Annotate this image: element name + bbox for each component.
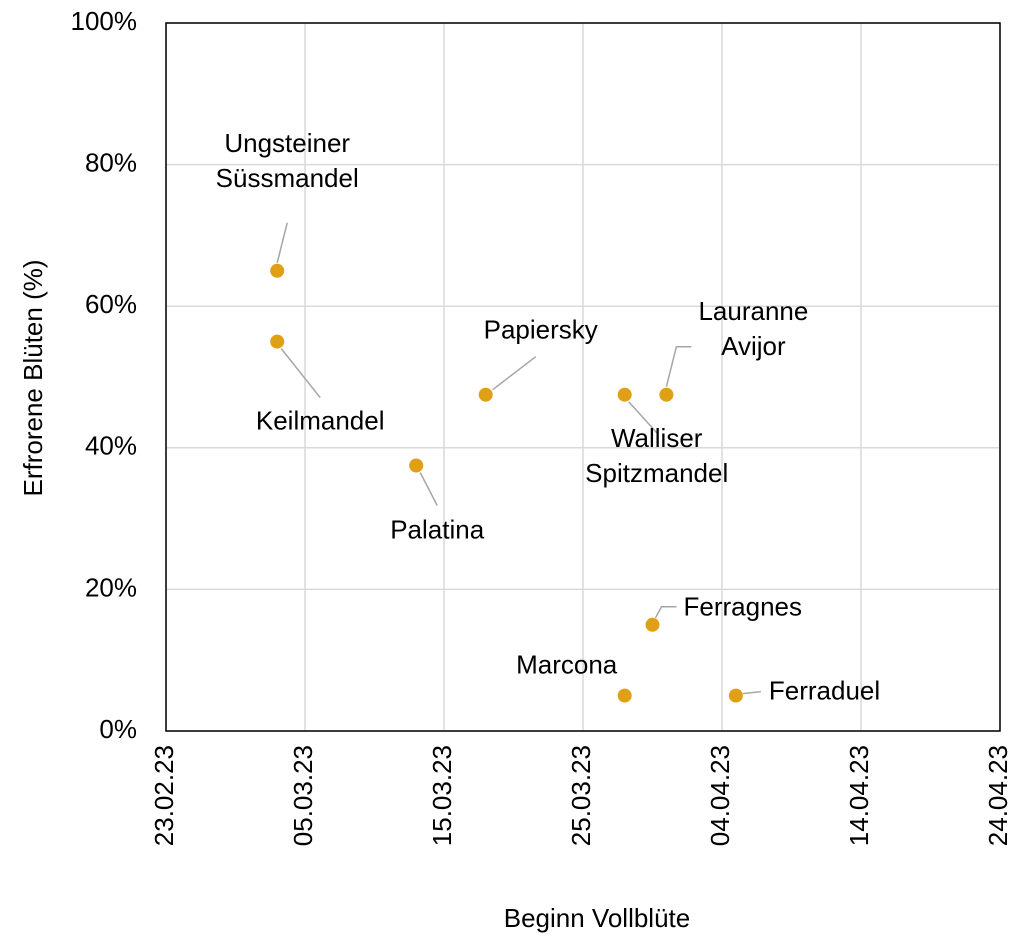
point <box>270 334 285 349</box>
leader-line <box>665 345 692 387</box>
x-tick-label: 04.04.23 <box>705 745 735 846</box>
x-tick-label: 25.03.23 <box>566 745 596 846</box>
leader-line <box>280 348 321 399</box>
point-label: Ungsteiner <box>224 128 350 158</box>
y-tick-label: 80% <box>85 147 137 177</box>
x-tick-label: 23.02.23 <box>149 745 179 846</box>
x-tick-label: 15.03.23 <box>427 745 457 846</box>
point <box>728 688 743 703</box>
leader-line <box>492 356 537 391</box>
point-label: Palatina <box>390 514 484 544</box>
point-label: Avijor <box>721 331 786 361</box>
point-label: Ferragnes <box>684 592 803 622</box>
leader-line <box>628 401 658 434</box>
point <box>617 387 632 402</box>
point <box>645 617 660 632</box>
point-label: Süssmandel <box>216 163 359 193</box>
x-tick-label: 14.04.23 <box>844 745 874 846</box>
leader-line <box>419 472 438 506</box>
point-label: Ferraduel <box>769 675 880 705</box>
point-label: Marcona <box>516 649 618 679</box>
y-axis-title: Erfrorene Blüten (%) <box>18 260 48 497</box>
point <box>659 387 674 402</box>
leader-line <box>276 222 288 263</box>
point-label: Lauranne <box>698 296 808 326</box>
point-label: Keilmandel <box>256 405 385 435</box>
point <box>270 263 285 278</box>
point <box>478 387 493 402</box>
y-tick-label: 40% <box>85 431 137 461</box>
plot-frame <box>165 22 1001 732</box>
y-tick-label: 20% <box>85 572 137 602</box>
point <box>617 688 632 703</box>
y-tick-label: 60% <box>85 289 137 319</box>
leader-line <box>654 606 677 619</box>
y-tick-label: 0% <box>99 714 137 744</box>
x-tick-label: 24.04.23 <box>983 745 1013 846</box>
point <box>409 458 424 473</box>
point-label: Spitzmandel <box>585 458 728 488</box>
leader-line <box>742 690 761 695</box>
x-axis-title: Beginn Vollblüte <box>504 903 690 933</box>
y-tick-label: 100% <box>71 6 138 36</box>
point-label: Papiersky <box>484 315 598 345</box>
x-tick-label: 05.03.23 <box>288 745 318 846</box>
point-label: Walliser <box>611 423 703 453</box>
